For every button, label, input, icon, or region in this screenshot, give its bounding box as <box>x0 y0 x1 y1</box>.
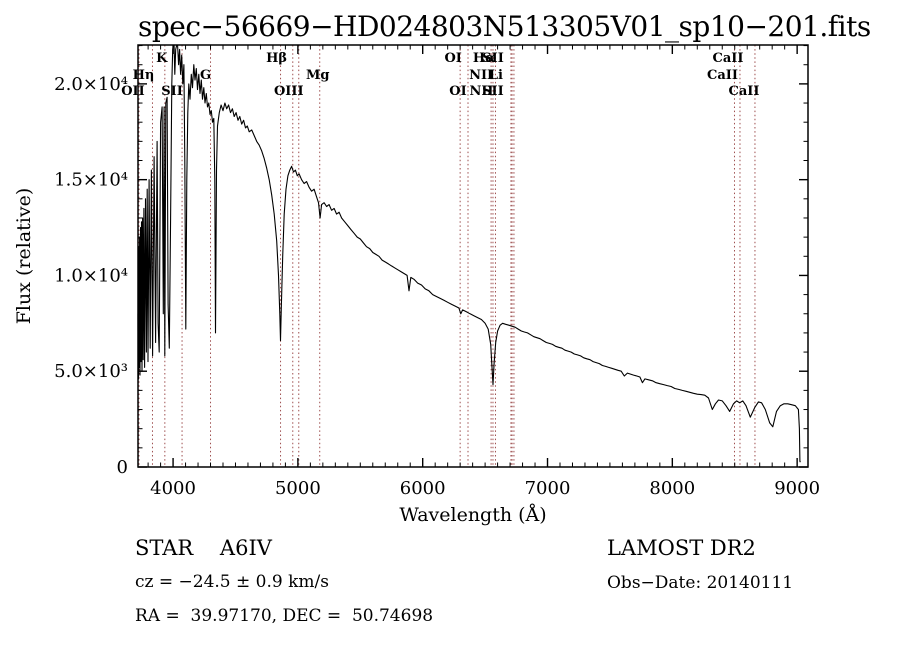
axis-box <box>137 44 809 468</box>
line-label: OII <box>121 84 145 99</box>
line-label: OI <box>444 51 461 66</box>
line-label: OI <box>449 84 466 99</box>
line-label: SII <box>482 51 504 66</box>
cz-value: cz = −24.5 ± 0.9 km/s <box>135 572 329 592</box>
y-tick-label: 5.0×10³ <box>54 361 128 382</box>
x-axis-title: Wavelength (Å) <box>399 504 546 526</box>
line-label: SII <box>482 84 504 99</box>
line-label: OIII <box>274 84 304 99</box>
line-label: Hη <box>133 68 155 83</box>
line-label: CaII <box>707 68 738 83</box>
line-label: Li <box>489 68 503 83</box>
line-label: Hβ <box>266 51 287 66</box>
obs-date: Obs−Date: 20140111 <box>607 573 794 593</box>
line-label: CaII <box>728 84 759 99</box>
spectrum-trace <box>137 45 801 463</box>
plot-title: spec−56669−HD024803N513305V01_sp10−201.f… <box>138 10 871 43</box>
y-tick-label: 2.0×10⁴ <box>54 74 128 95</box>
x-tick-label: 5000 <box>275 478 321 499</box>
x-tick-label: 4000 <box>150 478 196 499</box>
x-tick-label: 7000 <box>525 478 571 499</box>
line-label: Hα <box>473 51 495 66</box>
survey-label: LAMOST DR2 <box>607 536 756 560</box>
line-label: G <box>200 68 211 83</box>
y-axis-title: Flux (relative) <box>13 188 35 325</box>
coordinates: RA = 39.97170, DEC = 50.74698 <box>135 606 434 626</box>
x-tick-label: 9000 <box>774 478 820 499</box>
x-tick-label: 8000 <box>649 478 695 499</box>
y-tick-label: 1.5×10⁴ <box>54 170 128 191</box>
line-label: NII <box>469 84 493 99</box>
x-tick-label: 6000 <box>400 478 446 499</box>
line-label: SII <box>161 84 183 99</box>
y-tick-label: 0 <box>117 457 128 478</box>
line-label: NII <box>469 68 493 83</box>
class-label: STAR A6IV <box>135 536 272 560</box>
line-label: Mg <box>306 68 329 83</box>
line-label: K <box>156 51 168 66</box>
y-tick-label: 1.0×10⁴ <box>54 265 128 286</box>
line-label: CaII <box>713 51 744 66</box>
